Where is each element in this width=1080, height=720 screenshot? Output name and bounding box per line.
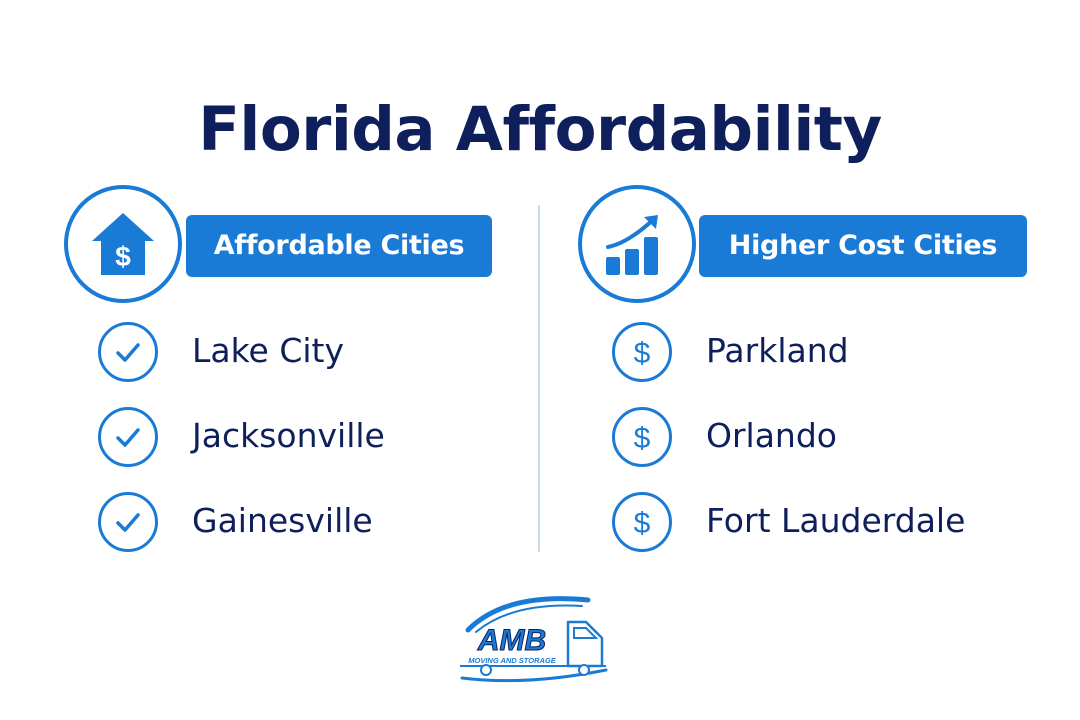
amb-logo: AMB MOVING AND STORAGE [446, 590, 626, 690]
svg-text:$: $ [634, 337, 651, 369]
svg-text:$: $ [115, 241, 131, 272]
higher-cost-cities-label: Higher Cost Cities [699, 215, 1027, 277]
dollar-circle-icon: $ [612, 322, 672, 382]
higher-cost-cities-column: Higher Cost Cities $ Parkland $ Orlando … [578, 185, 1038, 565]
city-name: Fort Lauderdale [706, 501, 966, 540]
checkmark-circle-icon [98, 407, 158, 467]
checkmark-circle-icon [98, 492, 158, 552]
moving-truck-swoosh-logo: AMB MOVING AND STORAGE [460, 596, 608, 683]
svg-text:$: $ [634, 507, 651, 539]
logo-brand-text: AMB [477, 624, 546, 657]
affordable-cities-column: $ Affordable Cities Lake City Jacksonvil… [64, 185, 524, 565]
city-name: Orlando [706, 416, 837, 455]
city-name: Lake City [192, 331, 345, 370]
city-name: Gainesville [192, 501, 373, 540]
city-name: Jacksonville [192, 416, 385, 455]
city-name: Parkland [706, 331, 849, 370]
affordable-cities-label: Affordable Cities [186, 215, 492, 277]
logo-tagline-text: MOVING AND STORAGE [468, 656, 557, 665]
dollar-circle-icon: $ [612, 407, 672, 467]
svg-text:$: $ [634, 422, 651, 454]
house-dollar-icon: $ [64, 185, 182, 303]
dollar-circle-icon: $ [612, 492, 672, 552]
page-title: Florida Affordability [198, 93, 882, 165]
rising-bar-chart-icon [578, 185, 696, 303]
checkmark-circle-icon [98, 322, 158, 382]
column-divider [538, 205, 540, 552]
